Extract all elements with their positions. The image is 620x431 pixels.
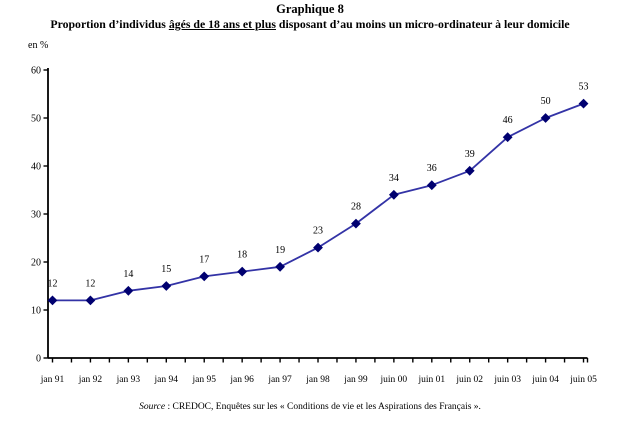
data-point-label: 23 (313, 226, 323, 237)
data-point-label: 53 (579, 82, 589, 93)
x-axis-tick-label: juin 02 (455, 375, 483, 385)
x-axis-tick-label: jan 94 (154, 375, 179, 385)
data-point-label: 12 (85, 278, 95, 289)
data-point-marker (237, 266, 248, 277)
subtitle-prefix: Proportion d’individus (50, 17, 169, 31)
data-point-marker (275, 261, 285, 272)
x-axis-tick-label: jan 93 (116, 375, 141, 385)
x-axis-tick-label: juin 05 (569, 375, 597, 385)
subtitle-suffix: disposant d’au moins un micro-ordinateur… (275, 17, 570, 31)
y-axis-tick-label: 60 (31, 66, 41, 77)
x-axis-tick-label: juin 04 (531, 375, 559, 385)
y-axis-tick-label: 20 (31, 258, 41, 269)
x-axis-tick-label: jan 97 (267, 375, 292, 385)
x-axis-tick-label: juin 03 (493, 375, 521, 385)
y-axis-unit-label: en % (28, 40, 49, 51)
y-axis-tick-label: 50 (31, 114, 41, 125)
data-point-label: 18 (237, 250, 247, 261)
subtitle-underlined-segment: âgés de 18 ans et plus (168, 17, 276, 31)
chart-title: Graphique 8 (276, 2, 344, 16)
data-point-label: 14 (123, 269, 133, 280)
data-point-label: 34 (389, 173, 399, 184)
data-point-label: 50 (541, 96, 551, 107)
y-axis-tick-label: 0 (36, 354, 41, 365)
x-axis-tick-label: jan 92 (78, 375, 103, 385)
data-point-marker (123, 285, 134, 296)
chart-subtitle: Proportion d’individus âgés de 18 ans et… (0, 17, 620, 32)
x-axis-tick-label: jan 95 (191, 375, 216, 385)
data-point-label: 15 (161, 264, 171, 275)
y-axis-tick-label: 30 (31, 210, 41, 221)
x-axis-tick-label: jan 96 (229, 375, 254, 385)
source-label: Source (139, 402, 166, 412)
data-point-label: 36 (427, 163, 437, 174)
y-axis-tick-label: 40 (31, 162, 41, 173)
x-axis-tick-label: juin 01 (417, 375, 445, 385)
data-point-marker (502, 132, 513, 143)
x-axis-tick-label: juin 00 (380, 375, 408, 385)
data-point-marker (351, 218, 361, 229)
source-note: Source : CREDOC, Enquêtes sur les « Cond… (0, 402, 620, 412)
data-point-marker (161, 281, 172, 291)
data-point-marker (540, 113, 551, 123)
data-point-marker (426, 180, 437, 191)
source-text: : CREDOC, Enquêtes sur les « Conditions … (165, 402, 481, 412)
data-point-marker (199, 271, 210, 282)
data-point-label: 12 (48, 278, 58, 289)
data-point-marker (578, 98, 589, 109)
data-point-label: 28 (351, 202, 361, 213)
data-point-marker (47, 295, 58, 306)
data-point-marker (464, 165, 475, 176)
y-axis-tick-label: 10 (31, 306, 41, 317)
data-point-label: 39 (465, 149, 475, 160)
data-point-marker (388, 189, 399, 200)
x-axis-tick-label: jan 91 (40, 375, 65, 385)
x-axis-tick-label: jan 98 (305, 375, 330, 385)
data-point-marker (85, 295, 96, 306)
data-point-marker (313, 242, 323, 253)
data-point-label: 17 (199, 254, 209, 265)
x-axis-tick-label: jan 99 (343, 375, 368, 385)
data-point-label: 46 (503, 115, 513, 126)
data-point-label: 19 (275, 245, 285, 256)
